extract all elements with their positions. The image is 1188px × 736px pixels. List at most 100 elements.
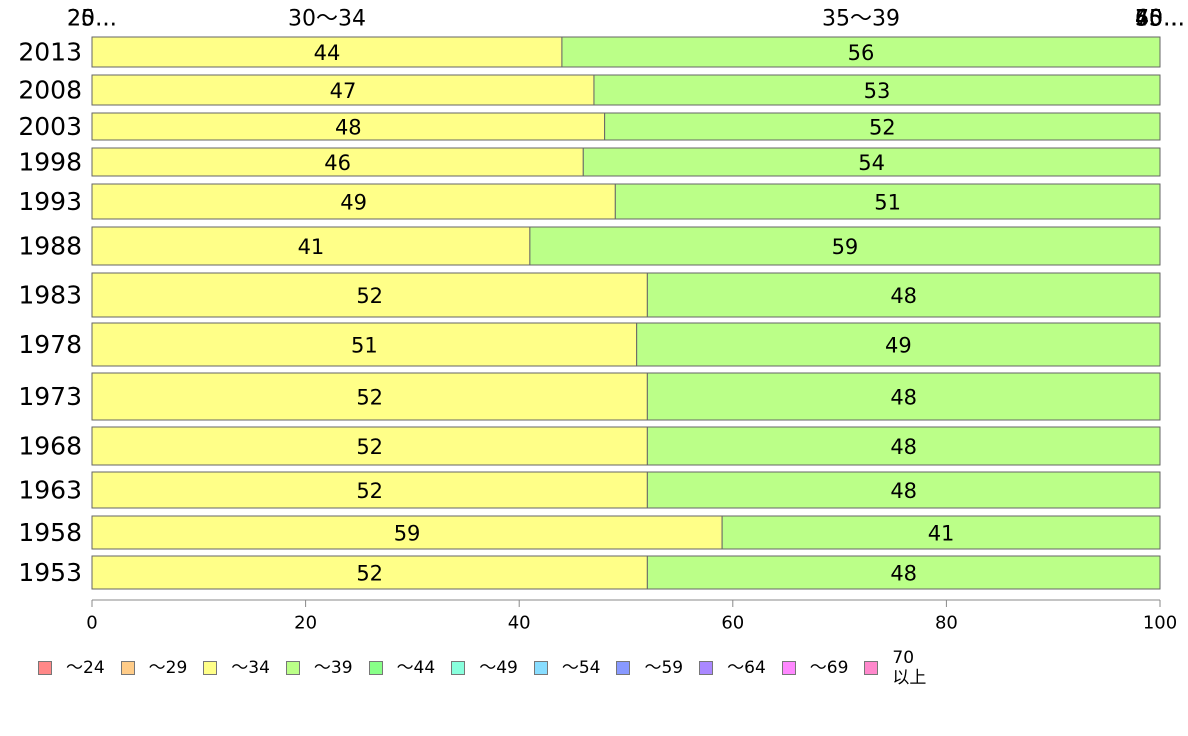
legend-swatch xyxy=(781,661,796,675)
bar-value-label: 53 xyxy=(864,79,891,103)
year-label: 1978 xyxy=(18,330,82,359)
legend-label: 〜64 xyxy=(727,658,766,678)
bar-value-label: 54 xyxy=(858,151,885,175)
bar-segment xyxy=(91,471,648,509)
segment-header-label: 70… xyxy=(1135,7,1185,32)
legend-swatch xyxy=(451,661,466,675)
legend-swatch xyxy=(285,661,300,675)
year-label: 1998 xyxy=(18,148,82,177)
legend-label: 〜34 xyxy=(231,658,270,678)
bar-value-label: 49 xyxy=(340,191,367,215)
bar-segment xyxy=(91,272,648,318)
segment-header-label: 55… xyxy=(1135,7,1185,32)
year-label: 1958 xyxy=(18,518,82,547)
bar-value-label: 44 xyxy=(314,41,341,65)
x-tick-label: 100 xyxy=(1143,613,1177,634)
bar-segment xyxy=(614,183,1161,220)
legend-swatch xyxy=(864,661,879,675)
legend-item: 〜24 xyxy=(38,648,105,688)
segment-header-label: 45… xyxy=(1135,7,1185,32)
legend-label: 〜54 xyxy=(561,658,601,678)
bar-value-label: 56 xyxy=(848,41,875,65)
segment-header-label: 65… xyxy=(1135,7,1185,32)
legend-swatch xyxy=(120,661,135,675)
bar-segment xyxy=(91,515,723,550)
legend-item: 〜44 xyxy=(368,648,435,688)
legend-swatch xyxy=(203,661,218,675)
bar-segment xyxy=(91,183,616,220)
bar-segment xyxy=(636,322,1161,367)
bar-segment xyxy=(91,147,584,177)
segment-header-label: 30〜34 xyxy=(288,7,366,32)
legend-label: 〜29 xyxy=(148,658,188,678)
bar-segment xyxy=(604,112,1161,141)
segment-header-label: 50… xyxy=(1135,7,1185,32)
legend-label: 〜49 xyxy=(479,658,518,678)
year-label: 1968 xyxy=(18,432,82,461)
legend-item: 〜29 xyxy=(120,648,188,688)
bar-segment xyxy=(561,36,1161,68)
x-tick-label: 60 xyxy=(721,613,744,634)
x-tick-label: 80 xyxy=(935,613,958,634)
bar-segment xyxy=(529,226,1161,266)
bar-segment xyxy=(91,74,595,106)
bar-segment xyxy=(646,471,1161,509)
bar-value-label: 52 xyxy=(869,116,896,140)
bar-value-label: 48 xyxy=(890,479,917,503)
bar-segment xyxy=(91,112,606,141)
bar-value-label: 48 xyxy=(335,116,362,140)
year-label: 1983 xyxy=(18,281,82,310)
stacked-bar-chart: 44 56 2013 47 53 2008 48 52 2003 46 54 1998 49 51 1993… xyxy=(18,7,1185,634)
chart-legend: 〜24 〜29 〜34 〜39 〜44 〜49 〜54 〜59 〜64 〜69 70 以上 xyxy=(38,648,942,688)
x-tick-label: 0 xyxy=(86,613,97,634)
bar-value-label: 47 xyxy=(330,79,357,103)
bar-value-label: 52 xyxy=(356,435,383,459)
segment-header-label: 25… xyxy=(67,7,117,32)
year-label: 2008 xyxy=(18,76,82,105)
bar-segment xyxy=(593,74,1161,106)
year-label: 2013 xyxy=(18,38,82,67)
legend-swatch xyxy=(533,661,548,675)
bar-value-label: 48 xyxy=(890,386,917,410)
bar-segment xyxy=(646,555,1161,590)
legend-item: 〜54 xyxy=(533,648,601,688)
bar-value-label: 48 xyxy=(890,435,917,459)
legend-swatch xyxy=(699,661,714,675)
bar-segment xyxy=(721,515,1161,550)
bar-value-label: 48 xyxy=(890,562,917,586)
legend-item: 〜49 xyxy=(451,648,518,688)
bar-value-label: 41 xyxy=(928,522,955,546)
segment-header-label: 60… xyxy=(1135,7,1185,32)
year-label: 1973 xyxy=(18,382,82,411)
year-label: 1988 xyxy=(18,232,82,261)
bar-value-label: 41 xyxy=(298,235,325,259)
segment-header-label: 20… xyxy=(67,7,117,32)
legend-label: 〜39 xyxy=(313,658,353,678)
legend-swatch xyxy=(616,661,631,675)
bar-segment xyxy=(91,426,648,466)
bar-value-label: 52 xyxy=(356,284,383,308)
bar-value-label: 59 xyxy=(832,235,859,259)
legend-swatch xyxy=(38,661,52,675)
bar-segment xyxy=(91,555,648,590)
bar-segment xyxy=(582,147,1161,177)
legend-label: 〜24 xyxy=(66,658,105,678)
bar-value-label: 51 xyxy=(874,191,901,215)
legend-item: 〜64 xyxy=(699,648,766,688)
bar-value-label: 51 xyxy=(351,334,378,358)
year-label: 1993 xyxy=(18,187,82,216)
legend-swatch xyxy=(368,661,383,675)
segment-header-label: 35〜39 xyxy=(822,7,900,32)
bar-segment xyxy=(646,372,1161,421)
bar-value-label: 59 xyxy=(394,522,421,546)
bar-segment xyxy=(646,272,1161,318)
bar-value-label: 48 xyxy=(890,284,917,308)
bar-value-label: 49 xyxy=(885,334,912,358)
bar-value-label: 52 xyxy=(356,562,383,586)
bar-segment xyxy=(646,426,1161,466)
legend-item: 70 以上 xyxy=(864,648,926,688)
legend-item: 〜59 xyxy=(616,648,683,688)
bar-value-label: 52 xyxy=(356,479,383,503)
legend-item: 〜69 xyxy=(781,648,848,688)
legend-label: 70 以上 xyxy=(892,648,927,688)
